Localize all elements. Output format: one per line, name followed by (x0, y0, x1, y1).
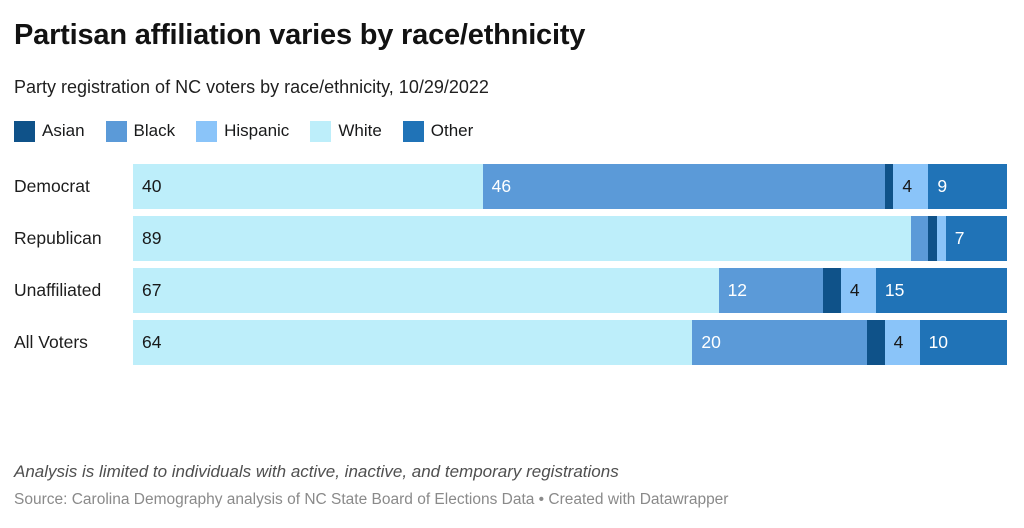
segment-value-label: 4 (902, 176, 913, 196)
bar-all-voters: 64 20 4 10 (133, 320, 1007, 365)
segment-value-label: 40 (142, 176, 162, 196)
legend-label-other: Other (430, 121, 474, 140)
row-label-all-voters: All Voters (14, 332, 88, 352)
segment-value-label: 20 (701, 332, 721, 352)
legend-swatch-hispanic (196, 120, 218, 142)
legend: Asian Black Hispanic White Other (14, 120, 1007, 142)
bar-segment-white[interactable]: 40 (133, 164, 483, 209)
segment-value-label: 9 (937, 176, 948, 196)
bar-segment-asian[interactable] (823, 268, 841, 313)
legend-item-asian: Asian (14, 120, 85, 142)
legend-swatch-asian (14, 120, 35, 142)
bar-segment-hispanic[interactable] (937, 216, 946, 261)
bar-segment-black[interactable]: 12 (718, 268, 824, 313)
page-subtitle: Party registration of NC voters by race/… (14, 77, 489, 97)
segment-value-label: 15 (884, 280, 905, 300)
legend-item-black: Black (105, 120, 176, 142)
chart-row-republican: Republican 89 7 (14, 216, 1007, 261)
segment-value-label: 4 (893, 332, 904, 352)
bar-unaffiliated: 67 12 4 15 (133, 268, 1007, 313)
bar-segment-white[interactable]: 64 (133, 320, 693, 365)
bar-segment-hispanic[interactable]: 4 (884, 320, 920, 365)
segment-value-label: 7 (954, 228, 965, 248)
bar-segment-other[interactable]: 7 (945, 216, 1007, 261)
bar-segment-other[interactable]: 15 (875, 268, 1007, 313)
bar-segment-black[interactable] (910, 216, 929, 261)
legend-item-other: Other (402, 120, 474, 142)
bar-segment-hispanic[interactable]: 4 (840, 268, 876, 313)
row-label-unaffiliated: Unaffiliated (14, 280, 102, 300)
bar-segment-black[interactable]: 46 (482, 164, 885, 209)
segment-value-label: 10 (928, 332, 949, 352)
source-attribution: Source: Carolina Demography analysis of … (14, 491, 729, 508)
legend-swatch-other (402, 120, 424, 142)
chart-row-democrat: Democrat 40 46 4 9 (14, 164, 1007, 209)
chart-note: Analysis is limited to individuals with … (14, 462, 619, 481)
legend-item-white: White (310, 120, 382, 142)
segment-value-label: 12 (727, 280, 748, 300)
chart-row-unaffiliated: Unaffiliated 67 12 4 15 (14, 268, 1007, 313)
bar-segment-white[interactable]: 89 (133, 216, 911, 261)
segment-value-label: 46 (491, 176, 512, 196)
bar-democrat: 40 46 4 9 (133, 164, 1007, 209)
legend-label-hispanic: Hispanic (224, 121, 290, 140)
bar-segment-other[interactable]: 9 (928, 164, 1007, 209)
legend-item-hispanic: Hispanic (196, 120, 290, 142)
bar-segment-black[interactable]: 20 (692, 320, 868, 365)
stacked-bar-chart: Democrat 40 46 4 9 Republican 89 7 Unaffiliated 6… (14, 164, 1007, 365)
page-title: Partisan affiliation varies by race/ethn… (14, 19, 586, 51)
bar-segment-asian[interactable] (928, 216, 938, 261)
segment-value-label: 4 (849, 280, 860, 300)
chart-row-all-voters: All Voters 64 20 4 10 (14, 320, 1007, 365)
row-label-republican: Republican (14, 228, 102, 248)
bar-segment-asian[interactable] (884, 164, 894, 209)
legend-label-black: Black (133, 121, 176, 140)
chart-card: Partisan affiliation varies by race/ethn… (14, 19, 1007, 508)
legend-swatch-white (310, 120, 332, 142)
segment-value-label: 64 (142, 332, 162, 352)
bar-segment-hispanic[interactable]: 4 (893, 164, 929, 209)
bar-segment-other[interactable]: 10 (919, 320, 1007, 365)
bar-segment-asian[interactable] (867, 320, 885, 365)
legend-label-asian: Asian (42, 121, 85, 140)
segment-value-label: 67 (142, 280, 162, 300)
row-label-democrat: Democrat (14, 176, 90, 196)
legend-swatch-black (105, 120, 127, 142)
segment-value-label: 89 (142, 228, 162, 248)
bar-republican: 89 7 (133, 216, 1007, 261)
bar-segment-white[interactable]: 67 (133, 268, 719, 313)
legend-label-white: White (338, 121, 382, 140)
